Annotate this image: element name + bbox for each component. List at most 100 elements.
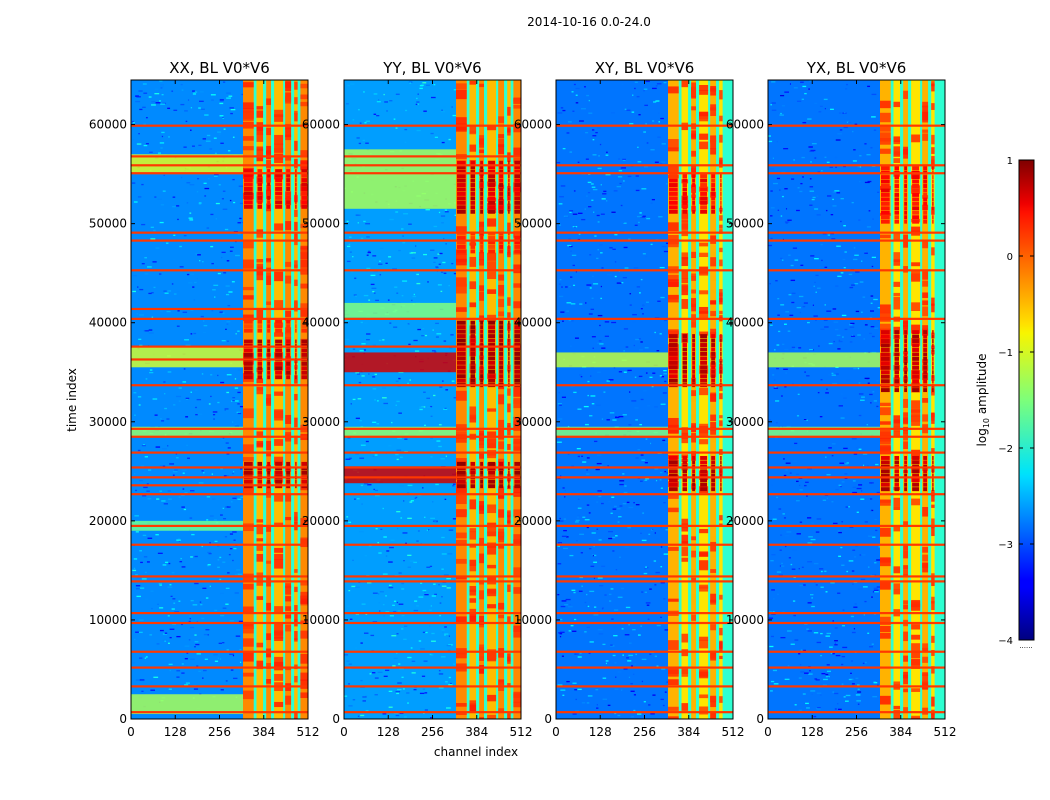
signal-column <box>285 80 292 719</box>
noise-cell <box>441 585 447 587</box>
noise-cell <box>184 339 189 341</box>
noise-cell <box>201 617 205 620</box>
noise-cell <box>873 591 879 593</box>
signal-blotch <box>681 557 689 562</box>
noise-cell <box>633 694 637 696</box>
noise-cell <box>852 583 854 585</box>
noise-cell <box>418 640 422 642</box>
noise-cell <box>825 209 828 212</box>
noise-cell <box>577 514 580 517</box>
noise-cell <box>612 654 616 657</box>
strong-cell <box>904 473 908 478</box>
noise-cell <box>167 490 171 492</box>
signal-blotch <box>266 272 272 276</box>
noise-cell <box>452 114 458 117</box>
strong-cell <box>257 169 263 174</box>
noise-cell <box>204 187 210 190</box>
noise-cell <box>387 299 390 301</box>
noise-cell <box>635 653 637 656</box>
signal-blotch <box>880 132 891 142</box>
strong-cell <box>457 320 466 325</box>
noise-cell <box>591 532 596 534</box>
strong-cell <box>894 487 900 492</box>
panel-2: YY, BL V0*V60 128 256 384 512010000200003000… <box>302 59 533 739</box>
signal-blotch <box>903 90 909 99</box>
signal-blotch <box>513 509 521 517</box>
strong-cell <box>257 479 263 484</box>
noise-cell <box>445 707 451 709</box>
noise-cell <box>415 103 418 106</box>
noise-cell <box>238 185 243 187</box>
signal-blotch <box>479 252 485 261</box>
noise-cell <box>425 84 430 86</box>
noise-cell <box>395 404 397 406</box>
noise-cell <box>169 584 172 586</box>
noise-cell <box>384 101 389 103</box>
noise-cell <box>607 465 609 467</box>
signal-blotch <box>719 383 723 392</box>
signal-blotch <box>469 325 477 334</box>
strong-cell <box>275 348 283 353</box>
signal-blotch <box>469 80 477 85</box>
noise-cell <box>193 332 197 335</box>
noise-cell <box>376 400 379 402</box>
noise-cell <box>152 261 157 263</box>
noise-cell <box>408 323 410 325</box>
signal-blotch <box>903 521 909 527</box>
noise-cell <box>579 303 583 305</box>
noise-cell <box>785 372 787 374</box>
strong-cell <box>912 219 920 224</box>
noise-cell <box>136 143 142 145</box>
noise-cell <box>194 555 198 558</box>
signal-blotch <box>691 87 697 97</box>
strong-cell <box>682 473 688 478</box>
noise-cell <box>577 161 580 163</box>
noise-cell <box>435 336 439 338</box>
rfi-row <box>344 269 521 272</box>
noise-cell <box>219 578 222 581</box>
noise-cell <box>878 546 881 548</box>
noise-cell <box>803 649 807 652</box>
noise-cell <box>155 102 161 104</box>
noise-cell <box>176 290 180 293</box>
noise-cell <box>832 205 837 207</box>
noise-cell <box>212 414 216 416</box>
noise-cell <box>628 654 634 657</box>
signal-blotch <box>719 159 723 168</box>
noise-cell <box>871 509 874 512</box>
strong-cell <box>720 338 722 343</box>
strong-cell <box>669 187 678 192</box>
noise-cell <box>358 546 362 548</box>
noise-cell <box>854 603 857 605</box>
rfi-row <box>131 307 308 311</box>
strong-cell <box>912 175 920 180</box>
strong-cell <box>711 356 716 361</box>
noise-cell <box>593 561 598 563</box>
noise-cell <box>665 529 669 531</box>
signal-blotch <box>243 523 254 532</box>
noise-cell <box>834 190 840 192</box>
noise-cell <box>599 244 603 246</box>
signal-blotch <box>274 134 284 145</box>
noise-cell <box>793 159 795 161</box>
noise-cell <box>159 584 162 586</box>
noise-cell <box>574 689 578 691</box>
noise-cell <box>807 321 810 324</box>
strong-cell <box>700 200 708 205</box>
strong-cell <box>267 169 271 174</box>
noise-cell <box>660 117 664 120</box>
noise-cell <box>372 421 377 423</box>
noise-cell <box>800 264 804 266</box>
noise-cell <box>638 375 643 378</box>
strong-cell <box>295 339 297 344</box>
strong-cell <box>692 374 696 379</box>
noise-cell <box>631 400 637 402</box>
strong-cell <box>711 482 716 487</box>
rfi-row <box>344 231 521 234</box>
noise-cell <box>361 343 366 345</box>
noise-cell <box>586 593 588 596</box>
noise-cell <box>358 109 360 111</box>
noise-cell <box>615 535 618 537</box>
y-tick-label: 10000 <box>302 613 340 627</box>
strong-cell <box>514 365 520 370</box>
